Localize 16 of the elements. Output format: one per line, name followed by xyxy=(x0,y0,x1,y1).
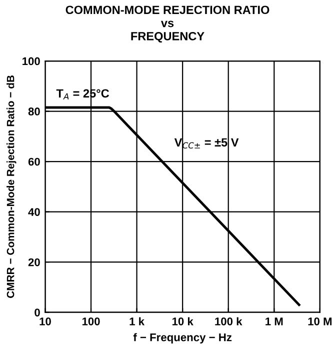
y-axis-title: CMRR − Common-Mode Rejection Ratio − dB xyxy=(6,75,16,298)
chart-title: COMMON-MODE REJECTION RATIO vs FREQUENCY xyxy=(66,6,270,43)
x-tick-label: 100 xyxy=(82,317,100,326)
x-tick-label: 1 M xyxy=(266,318,283,326)
x-tick-label: 1 k xyxy=(130,317,145,326)
x-axis-title: f − Frequency − Hz xyxy=(133,333,232,344)
x-tick-label: 10 k xyxy=(172,317,194,326)
y-tick-label: 60 xyxy=(28,158,40,166)
x-tick-label: 10 xyxy=(40,317,51,326)
y-tick-label: 0 xyxy=(34,308,40,316)
x-tick-label: 10 M xyxy=(308,317,332,326)
y-tick-label: 40 xyxy=(28,208,40,216)
y-tick-label: 80 xyxy=(28,108,40,116)
y-tick-label: 20 xyxy=(28,258,40,266)
x-tick-label: 100 k xyxy=(215,317,242,326)
y-tick-label: 100 xyxy=(22,57,40,66)
